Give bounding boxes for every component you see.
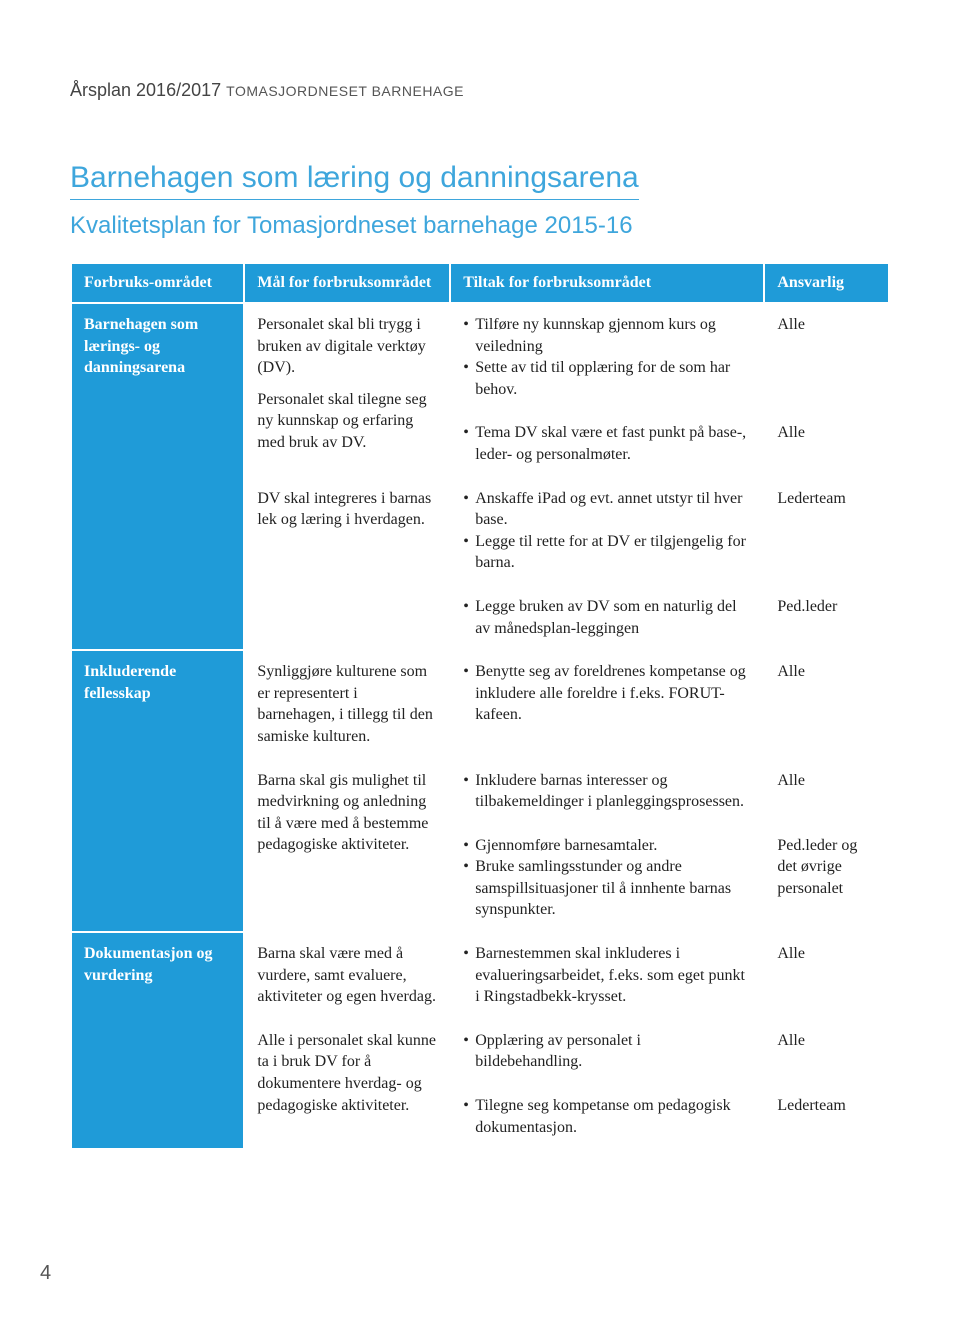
responsible: Ped.leder og det øvrige personalet [764, 824, 889, 932]
document-header: Årsplan 2016/2017 TOMASJORDNESET BARNEHA… [70, 80, 890, 101]
page-subtitle: Kvalitetsplan for Tomasjordneset barneha… [70, 212, 890, 240]
action-item: Tema DV skal være et fast punkt på base-… [463, 422, 751, 465]
action-item: Anskaffe iPad og evt. annet utstyr til h… [463, 488, 751, 531]
responsible: Alle [764, 303, 889, 411]
action-item: Benytte seg av foreldrenes kompetanse og… [463, 661, 751, 726]
action-item: Legge bruken av DV som en naturlig del a… [463, 596, 751, 639]
action-item: Sette av tid til opplæring for de som ha… [463, 357, 751, 400]
col-header: Forbruks-området [71, 263, 244, 303]
col-header: Ansvarlig [764, 263, 889, 303]
responsible: Alle [764, 759, 889, 824]
action-item: Bruke samlingsstunder og andre samspills… [463, 856, 751, 921]
responsible: Alle [764, 650, 889, 758]
goal-text: DV skal integreres i barnas lek og lærin… [244, 477, 450, 651]
responsible: Alle [764, 411, 889, 476]
responsible: Alle [764, 932, 889, 1019]
action-item: Gjennomføre barnesamtaler. [463, 835, 751, 857]
row-label: Inkluderende fellesskap [71, 650, 244, 932]
page-title: Barnehagen som læring og danningsarena [70, 161, 639, 200]
header-main: Årsplan 2016/2017 [70, 80, 221, 100]
responsible: Lederteam [764, 1084, 889, 1149]
action-item: Opplæring av personalet i bildebehandlin… [463, 1030, 751, 1073]
action-item: Barnestemmen skal inkluderes i evaluerin… [463, 943, 751, 1008]
quality-plan-table: Forbruks-området Mål for forbruksområdet… [70, 262, 890, 1150]
responsible: Alle [764, 1019, 889, 1084]
row-label: Barnehagen som lærings- og danningsarena [71, 303, 244, 650]
goal-text: Personalet skal tilegne seg ny kunnskap … [257, 389, 437, 454]
goal-text: Barna skal være med å vurdere, samt eval… [244, 932, 450, 1019]
goal-text: Barna skal gis mulighet til medvirkning … [244, 759, 450, 933]
goal-text: Alle i personalet skal kunne ta i bruk D… [244, 1019, 450, 1149]
goal-text: Personalet skal bli trygg i bruken av di… [257, 314, 437, 379]
action-item: Inkludere barnas interesser og tilbakeme… [463, 770, 751, 813]
page-number: 4 [40, 1262, 51, 1285]
goal-text: Synliggjøre kulturene som er representer… [244, 650, 450, 758]
action-item: Tilegne seg kompetanse om pedagogisk dok… [463, 1095, 751, 1138]
action-item: Tilføre ny kunnskap gjennom kurs og veil… [463, 314, 751, 357]
col-header: Tiltak for forbruksområdet [450, 263, 764, 303]
header-sub: TOMASJORDNESET BARNEHAGE [226, 83, 464, 99]
action-item: Legge til rette for at DV er tilgjengeli… [463, 531, 751, 574]
col-header: Mål for forbruksområdet [244, 263, 450, 303]
responsible: Ped.leder [764, 585, 889, 650]
responsible: Lederteam [764, 477, 889, 585]
row-label: Dokumentasjon og vurdering [71, 932, 244, 1149]
